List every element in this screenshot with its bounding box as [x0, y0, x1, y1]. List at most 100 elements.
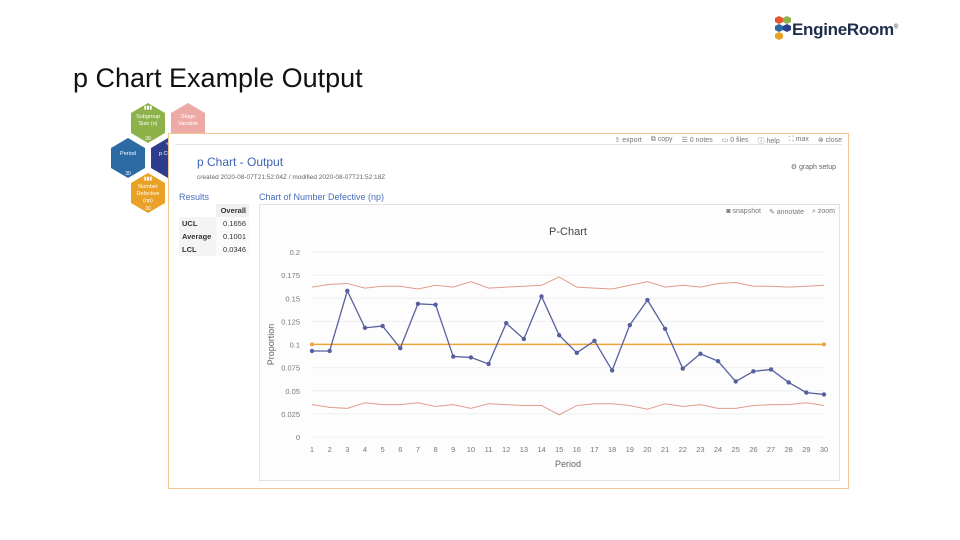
data-point [380, 323, 385, 329]
svg-text:Variable: Variable [178, 121, 198, 127]
data-point [698, 351, 703, 356]
zoom-icon: ⌕ [812, 208, 818, 215]
x-tick-label: 16 [573, 445, 581, 454]
data-point [433, 302, 438, 307]
data-point [786, 380, 791, 385]
data-point [521, 336, 527, 342]
x-tick-label: 10 [467, 445, 475, 454]
data-point [592, 338, 597, 343]
y-tick-label: 0.05 [285, 387, 300, 396]
x-tick-label: 8 [434, 445, 438, 454]
output-panel: ⇪ export ⧉ copy ☰ 0 notes ▭ 0 files ⓘ he… [168, 133, 849, 489]
y-tick-label: 0.15 [285, 294, 300, 303]
data-point [804, 390, 809, 395]
results-table: Overall UCL 0.1656 Average 0.1001 LCL 0.034… [179, 204, 249, 256]
data-point [415, 301, 421, 306]
x-tick-label: 3 [345, 445, 349, 454]
data-point [768, 367, 774, 372]
graph-setup-button[interactable]: ⚙ graph setup [790, 164, 836, 171]
zoom-button[interactable]: ⌕ zoom [812, 208, 835, 215]
x-tick-label: 14 [537, 445, 545, 454]
y-tick-label: 0.2 [290, 248, 300, 257]
results-title: Results [179, 192, 210, 202]
slide-title: p Chart Example Output [73, 63, 363, 93]
pencil-icon: ✎ [768, 209, 777, 216]
help-icon: ⓘ [757, 138, 767, 145]
notes-icon: ☰ [681, 137, 690, 144]
svg-text:30: 30 [145, 206, 151, 212]
x-tick-label: 19 [626, 445, 634, 454]
data-point [345, 288, 350, 294]
x-tick-label: 2 [328, 445, 332, 454]
hex-period[interactable]: Period 30 [111, 138, 145, 178]
svg-text:30: 30 [145, 136, 151, 142]
chart-header: Chart of Number Defective (np) [259, 192, 385, 202]
lcl-line [311, 402, 825, 416]
x-tick-label: 29 [802, 445, 810, 454]
svg-text:Stage: Stage [181, 114, 195, 120]
snapshot-button[interactable]: ◙ snapshot [726, 208, 761, 215]
x-tick-label: 4 [363, 445, 367, 454]
x-tick-label: 20 [643, 445, 651, 454]
x-tick-label: 11 [485, 445, 493, 454]
data-point [556, 333, 562, 338]
data-point [539, 294, 544, 299]
center-point [822, 342, 826, 347]
table-row: Average 0.1001 [179, 230, 249, 243]
table-row: LCL 0.0346 [179, 243, 249, 256]
max-button[interactable]: ⛶ max [788, 136, 809, 143]
panel-toolbar: ⇪ export ⧉ copy ☰ 0 notes ▭ 0 files ⓘ he… [614, 136, 842, 146]
copy-button[interactable]: ⧉ copy [650, 136, 673, 143]
x-tick-label: 13 [520, 445, 528, 454]
x-tick-label: 30 [820, 445, 828, 454]
x-tick-label: 23 [696, 445, 704, 454]
x-tick-label: 7 [416, 445, 420, 454]
hex-subgroup-size[interactable]: ▮▮▮ Subgroup Size (n) 30 [131, 103, 165, 143]
svg-text:Number: Number [138, 184, 158, 190]
y-tick-label: 0.125 [281, 317, 300, 326]
camera-icon: ◙ [726, 208, 733, 215]
x-tick-label: 17 [590, 445, 598, 454]
x-tick-label: 22 [679, 445, 687, 454]
files-button[interactable]: ▭ 0 files [721, 137, 749, 144]
x-tick-label: 27 [767, 445, 775, 454]
data-point [733, 379, 738, 384]
svg-text:▮▮▮: ▮▮▮ [144, 105, 153, 111]
x-tick-label: 25 [732, 445, 740, 454]
y-tick-label: 0.175 [281, 271, 300, 280]
x-tick-label: 12 [502, 445, 510, 454]
close-button[interactable]: ⊗ close [817, 137, 842, 144]
data-point [645, 297, 650, 303]
chart-container: ◙ snapshot ✎ annotate ⌕ zoom P-Chart 0 0.0… [259, 204, 840, 481]
panel-meta: created 2020-08-07T21:52:04Z / modified … [197, 174, 386, 181]
proportion-line [312, 289, 825, 396]
x-tick-label: 21 [661, 445, 669, 454]
help-button[interactable]: ⓘ help [757, 138, 780, 145]
y-tick-label: 0.1 [290, 341, 300, 350]
y-tick-label: 0.025 [281, 410, 300, 419]
p-chart-plot: P-Chart 0 0.025 0.05 0.075 0.1 0.125 0.15 0.175 0… [266, 226, 828, 469]
annotate-button[interactable]: ✎ annotate [768, 209, 804, 216]
y-axis-label: Proportion [266, 324, 276, 366]
center-point [310, 342, 314, 347]
svg-text:Period: Period [120, 151, 136, 157]
logo-text: EngineRoom® [792, 20, 898, 39]
data-point [821, 392, 827, 397]
hex-number-defective[interactable]: ▮▮▮ Number Defective (np) 30 [131, 173, 165, 213]
data-point [627, 322, 632, 328]
copy-icon: ⧉ [650, 136, 658, 143]
logo-hex-icon [775, 16, 791, 40]
panel-title: p Chart - Output [197, 155, 284, 169]
svg-text:Defective: Defective [137, 191, 160, 197]
x-tick-label: 1 [310, 445, 314, 454]
y-tick-label: 0.075 [281, 364, 300, 373]
panel-header: p Chart - Output created 2020-08-07T21:5… [175, 144, 842, 185]
export-button[interactable]: ⇪ export [614, 137, 642, 144]
data-point [398, 346, 403, 351]
x-tick-label: 15 [555, 445, 563, 454]
data-point [309, 348, 315, 354]
notes-button[interactable]: ☰ 0 notes [681, 137, 713, 144]
data-point [574, 350, 580, 356]
table-row: UCL 0.1656 [179, 217, 249, 230]
svg-text:(np): (np) [143, 198, 153, 204]
